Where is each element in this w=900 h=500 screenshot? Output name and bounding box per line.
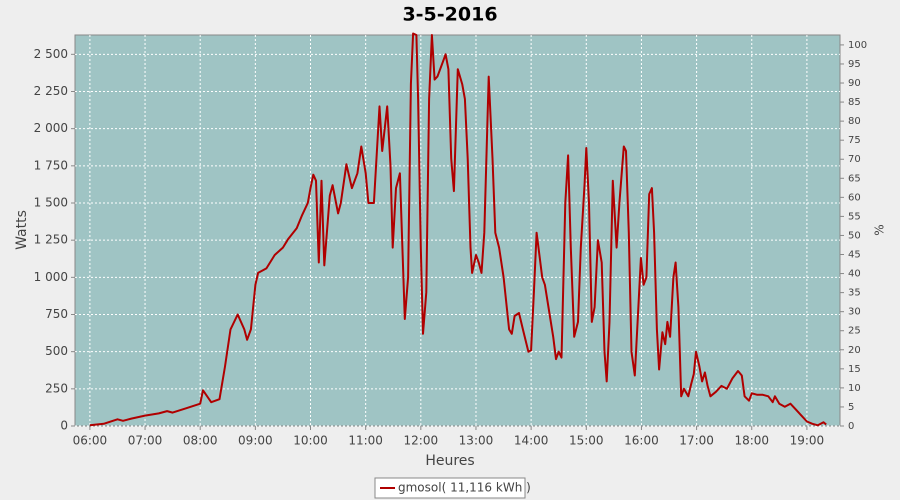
y2-tick-label: 70: [848, 154, 861, 165]
series-line: [89, 32, 827, 427]
x-tick-label: 16:00: [624, 434, 659, 448]
y2-tick-label: 5: [848, 402, 854, 413]
y2-tick-label: 35: [848, 288, 861, 299]
x-tick-label: 09:00: [238, 434, 273, 448]
legend-label: gmosol( 11,116 kWh ): [398, 481, 531, 495]
y2-tick-label: 85: [848, 97, 861, 108]
x-tick-label: 06:00: [73, 434, 108, 448]
y2-tick-label: 100: [848, 40, 867, 51]
y-tick-label: 2 500: [34, 47, 68, 61]
x-tick-label: 12:00: [404, 434, 439, 448]
y2-axis-label: %: [873, 224, 887, 235]
x-tick-label: 07:00: [128, 434, 163, 448]
y-tick-label: 2 250: [34, 84, 68, 98]
x-tick-label: 10:00: [293, 434, 328, 448]
y-tick-label: 500: [45, 344, 68, 358]
x-tick-label: 19:00: [790, 434, 825, 448]
y-tick-label: 1 750: [34, 158, 68, 172]
x-tick-label: 17:00: [679, 434, 714, 448]
y-tick-label: 1 500: [34, 195, 68, 209]
y-tick-label: 1 250: [34, 233, 68, 247]
y-tick-label: 250: [45, 381, 68, 395]
y2-tick-label: 90: [848, 78, 861, 89]
x-tick-label: 13:00: [459, 434, 494, 448]
y2-tick-label: 95: [848, 59, 861, 70]
y2-tick-label: 60: [848, 192, 861, 203]
y2-tick-label: 55: [848, 211, 861, 222]
y2-tick-label: 80: [848, 116, 861, 127]
y2-tick-label: 25: [848, 326, 861, 337]
y2-tick-label: 65: [848, 173, 861, 184]
y2-tick-label: 45: [848, 250, 861, 261]
y2-tick-label: 20: [848, 345, 861, 356]
x-tick-label: 08:00: [183, 434, 218, 448]
x-tick-label: 11:00: [348, 434, 383, 448]
y-tick-label: 2 000: [34, 121, 68, 135]
y2-tick-label: 75: [848, 135, 861, 146]
chart-title: 3-5-2016: [402, 4, 497, 26]
y-tick-label: 0: [60, 419, 68, 433]
y2-tick-label: 15: [848, 364, 861, 375]
y2-tick-label: 40: [848, 269, 861, 280]
y-tick-label: 750: [45, 307, 68, 321]
legend-box: [374, 477, 526, 499]
x-tick-label: 14:00: [514, 434, 549, 448]
x-axis-label: Heures: [425, 453, 474, 469]
y2-tick-label: 50: [848, 230, 861, 241]
y2-tick-label: 30: [848, 307, 861, 318]
y-axis-label: Watts: [14, 210, 30, 250]
y2-tick-label: 0: [848, 421, 854, 432]
x-tick-label: 18:00: [734, 434, 769, 448]
y-tick-label: 1 000: [34, 270, 68, 284]
x-tick-label: 15:00: [569, 434, 604, 448]
y2-tick-label: 10: [848, 383, 861, 394]
